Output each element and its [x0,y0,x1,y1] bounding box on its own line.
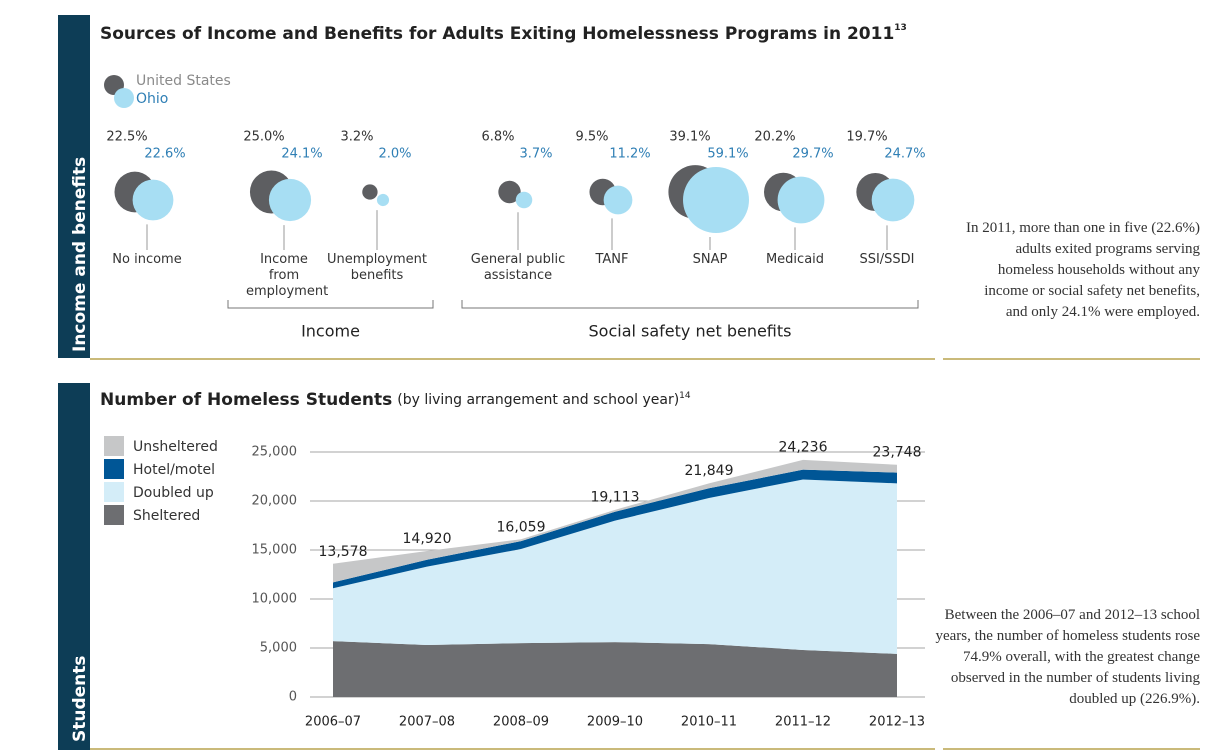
note: In 2011, more than one in five (22.6%) a… [966,220,1200,320]
title-text: Number of Homeless Students [100,390,392,410]
category-label: No income [112,252,182,267]
chart-title: Number of Homeless Students (by living ar… [100,390,691,410]
total-label: 24,236 [779,439,828,455]
x-tick-label: 2012–13 [869,715,925,730]
bubble [498,180,521,204]
bubble [268,178,312,222]
x-tick-label: 2007–08 [399,715,455,730]
total-label: 13,578 [319,544,368,560]
legend-label: Doubled up [133,485,214,501]
total-label: 23,748 [873,444,922,460]
total-label: 16,059 [497,520,546,536]
bubble [362,184,378,200]
y-tick-label: 0 [289,690,297,705]
bubble [515,191,533,209]
value-label: 22.5% [106,130,147,145]
value-label: 29.7% [792,147,833,162]
title-note: 14 [679,391,691,401]
value-label: 59.1% [707,147,748,162]
title-note: 13 [894,23,907,33]
x-tick-label: 2011–12 [775,715,831,730]
y-tick-label: 10,000 [252,592,298,607]
x-tick-label: 2008–09 [493,715,549,730]
legend-swatch [104,436,124,456]
legend-swatch [104,482,124,502]
bubble [376,193,390,207]
area [333,479,897,654]
group-bracket [227,300,434,309]
bubble [603,185,633,215]
y-tick-label: 5,000 [260,641,297,656]
section-bar [58,15,90,358]
legend-label: United States [136,73,231,89]
total-label: 21,849 [685,463,734,479]
value-label: 39.1% [669,130,710,145]
legend-swatch [104,459,124,479]
value-label: 24.1% [281,147,322,162]
legend-label: Sheltered [133,508,200,524]
note: Between the 2006–07 and 2012–13 school y… [935,607,1200,707]
category-label: Medicaid [765,252,825,267]
group-label: Income [301,322,360,341]
value-label: 9.5% [575,130,608,145]
total-label: 14,920 [403,531,452,547]
legend-swatch [114,88,134,108]
group-label: Social safety net benefits [589,322,792,341]
bubble [683,167,749,233]
section-bar [58,383,90,750]
value-label: 20.2% [754,130,795,145]
y-tick-label: 25,000 [252,445,298,460]
category-label: Income from employment [246,252,329,299]
category-label: Unemployment benefits [327,252,427,283]
category-label: General public assistance [470,252,566,283]
legend-swatch [104,505,124,525]
x-tick-label: 2006–07 [305,715,361,730]
x-tick-label: 2010–11 [681,715,737,730]
bubble [132,179,174,221]
value-label: 22.6% [144,147,185,162]
y-tick-label: 20,000 [252,494,298,509]
value-label: 25.0% [243,130,284,145]
bubble [777,176,825,224]
value-label: 3.2% [340,130,373,145]
category-label: SNAP [692,252,728,267]
chart-title: Sources of Income and Benefits for Adult… [100,23,907,45]
section-label: Students [70,655,90,742]
value-label: 3.7% [519,147,552,162]
y-tick-label: 15,000 [252,543,298,558]
bubble [871,178,915,222]
subtitle: (by living arrangement and school year) [397,392,679,408]
group-bracket [461,300,919,309]
legend-label: Unsheltered [133,439,218,455]
value-label: 2.0% [378,147,411,162]
area [333,641,897,697]
legend-label: Ohio [136,91,168,107]
category-label: SSI/SSDI [859,252,915,267]
title-text: Sources of Income and Benefits for Adult… [100,24,894,44]
legend-label: Hotel/motel [133,462,215,478]
value-label: 19.7% [846,130,887,145]
value-label: 11.2% [609,147,650,162]
value-label: 24.7% [884,147,925,162]
category-label: TANF [595,252,629,267]
x-tick-label: 2009–10 [587,715,643,730]
total-label: 19,113 [591,490,640,506]
section-label: Income and benefits [70,157,90,352]
value-label: 6.8% [481,130,514,145]
